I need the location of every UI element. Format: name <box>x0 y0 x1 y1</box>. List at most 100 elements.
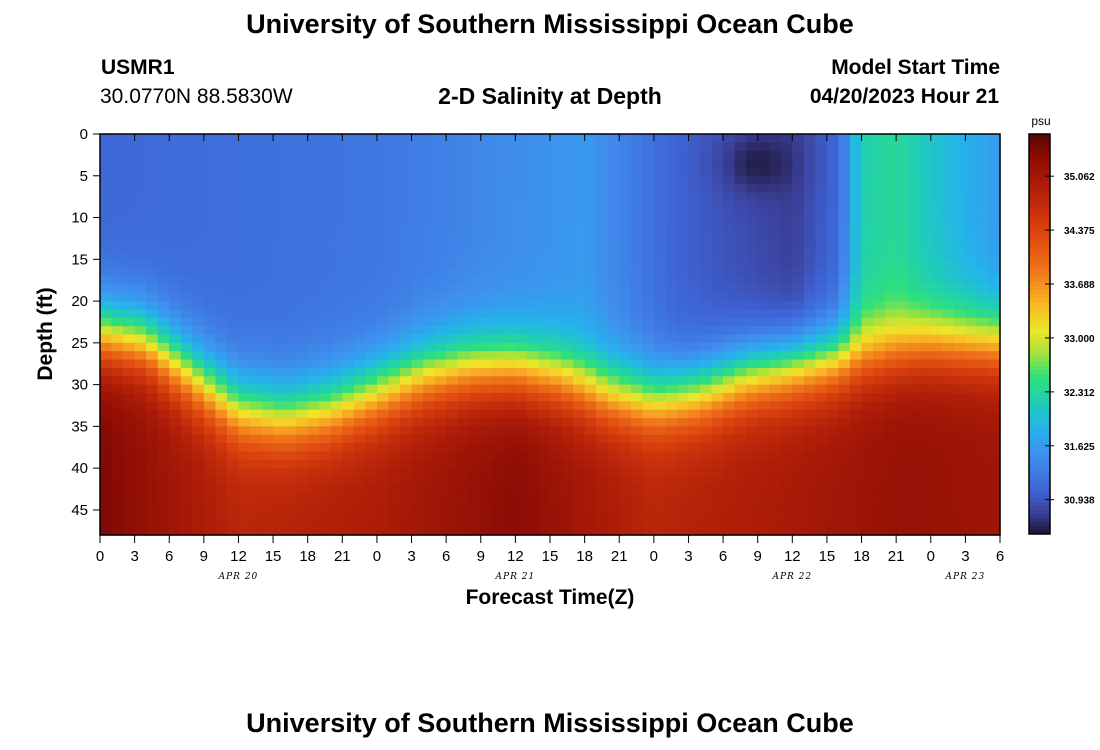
heatmap-cell <box>215 418 228 427</box>
heatmap-cell <box>215 317 228 327</box>
colorbar-swatch <box>1029 490 1050 495</box>
heatmap-cell <box>976 401 990 411</box>
heatmap-cell <box>192 351 205 361</box>
heatmap-cell <box>400 259 413 269</box>
heatmap-cell <box>919 142 932 152</box>
colorbar-swatch <box>1029 526 1050 531</box>
heatmap-cell <box>619 509 632 519</box>
heatmap-cell <box>896 134 909 143</box>
heatmap-cell <box>630 468 643 478</box>
heatmap-cell <box>942 359 955 369</box>
heatmap-cell <box>653 142 666 152</box>
heatmap-cell <box>850 367 863 377</box>
heatmap-cell <box>423 142 436 152</box>
heatmap-cell <box>873 509 886 519</box>
heatmap-cell <box>192 409 205 419</box>
heatmap-cell <box>388 493 401 503</box>
heatmap-cell <box>653 334 666 344</box>
heatmap-cell <box>226 200 240 210</box>
heatmap-cell <box>561 234 574 244</box>
heatmap-cell <box>492 342 505 352</box>
heatmap-cell <box>642 234 655 244</box>
heatmap-cell <box>584 175 597 185</box>
heatmap-cell <box>919 175 932 185</box>
heatmap-cell <box>838 384 851 394</box>
heatmap-cell <box>342 367 355 377</box>
heatmap-cell <box>746 468 759 478</box>
heatmap-cell <box>550 317 563 327</box>
heatmap-cell <box>319 259 332 269</box>
heatmap-cell <box>965 459 978 469</box>
heatmap-cell <box>561 401 574 411</box>
heatmap-cell <box>746 518 759 528</box>
heatmap-cell <box>492 200 505 210</box>
heatmap-cell <box>688 301 701 311</box>
heatmap-cell <box>180 518 193 528</box>
heatmap-cell <box>169 276 182 285</box>
heatmap-cell <box>411 526 424 536</box>
heatmap-cell <box>526 493 540 503</box>
heatmap-cell <box>215 359 228 369</box>
heatmap-cell <box>953 384 966 394</box>
heatmap-cell <box>803 209 816 219</box>
heatmap-cell <box>273 309 286 319</box>
colorbar-swatch <box>1029 334 1050 339</box>
heatmap-cell <box>411 451 424 461</box>
heatmap-cell <box>480 459 493 469</box>
heatmap-cell <box>896 484 909 494</box>
heatmap-cell <box>307 167 320 177</box>
heatmap-cell <box>573 476 586 486</box>
heatmap-cell <box>353 443 366 453</box>
heatmap-cell <box>653 292 666 302</box>
heatmap-cell <box>503 426 516 436</box>
heatmap-cell <box>423 459 436 469</box>
heatmap-cell <box>192 334 205 344</box>
heatmap-cell <box>342 359 355 369</box>
heatmap-cell <box>400 334 413 344</box>
heatmap-cell <box>803 392 816 402</box>
heatmap-cell <box>307 284 320 294</box>
heatmap-cell <box>457 192 470 202</box>
heatmap-cell <box>884 326 897 336</box>
heatmap-cell <box>826 209 840 219</box>
heatmap-cell <box>111 418 124 427</box>
heatmap-cell <box>734 518 747 528</box>
heatmap-cell <box>446 184 459 194</box>
heatmap-cell <box>353 518 366 528</box>
heatmap-cell <box>873 493 886 503</box>
heatmap-cell <box>446 159 459 169</box>
x-tick-label: 6 <box>719 548 727 565</box>
heatmap-cell <box>988 225 1001 235</box>
heatmap-cell <box>250 184 263 194</box>
heatmap-cell <box>769 225 782 235</box>
heatmap-cell <box>157 451 170 461</box>
x-tick-label: 3 <box>407 548 415 565</box>
heatmap-cell <box>573 200 586 210</box>
heatmap-cell <box>515 376 528 386</box>
heatmap-cell <box>550 342 563 352</box>
heatmap-cell <box>330 250 343 260</box>
heatmap-cell <box>411 392 424 402</box>
heatmap-cell <box>400 501 413 511</box>
heatmap-cell <box>273 267 286 277</box>
heatmap-cell <box>873 284 886 294</box>
heatmap-cell <box>434 192 447 202</box>
heatmap-cell <box>238 292 251 302</box>
heatmap-cell <box>250 225 263 235</box>
heatmap-cell <box>653 484 666 494</box>
heatmap-cell <box>584 443 597 453</box>
heatmap-cell <box>365 392 378 402</box>
heatmap-cell <box>930 217 943 227</box>
heatmap-cell <box>619 276 632 285</box>
heatmap-cell <box>180 200 193 210</box>
heatmap-cell <box>930 518 943 528</box>
heatmap-cell <box>746 434 759 444</box>
heatmap-cell <box>469 184 482 194</box>
heatmap-cell <box>642 468 655 478</box>
heatmap-cell <box>734 351 747 361</box>
heatmap-cell <box>965 418 978 427</box>
heatmap-cell <box>376 276 390 285</box>
heatmap-cell <box>792 159 805 169</box>
heatmap-cell <box>457 142 470 152</box>
heatmap-cell <box>642 426 655 436</box>
